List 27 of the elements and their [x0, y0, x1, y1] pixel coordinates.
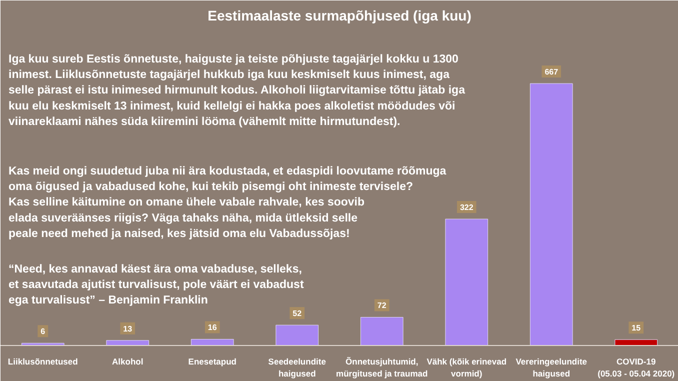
data-label: 15 [632, 324, 642, 333]
bar [190, 338, 234, 346]
bar [360, 316, 404, 346]
data-label: 6 [40, 327, 46, 336]
x-tick-label: COVID-19 (05.03 - 05.04 2020) [598, 356, 675, 378]
annotation: “Need, kes annavad käest ära oma vabaduse, selleks, et saavutada ajutist turvalisust, pole väärt ei vabadust ega turvalisust” – Benjamin Franklin [8, 264, 304, 307]
data-label: 52 [292, 309, 302, 318]
x-tick-label: Enesetapud [188, 356, 236, 366]
data-label: 72 [377, 301, 387, 310]
x-tick-label: Õnnetusjuhtumid, mürgitused ja traumad [336, 356, 428, 378]
chart-title: Eestimaalaste surmapõhjused (iga kuu) [208, 8, 472, 24]
x-tick-label: Seedeelundite haigused [268, 356, 326, 378]
data-label: 13 [123, 324, 133, 334]
data-label: 16 [208, 323, 218, 332]
x-tick-label: Vähk (kõik erinevad vormid) [426, 356, 507, 378]
bar [530, 83, 573, 346]
bar [614, 339, 658, 346]
annotation: Iga kuu sureb Eestis õnnetuste, haiguste ja teiste põhjuste tagajärjel kokku u 1300 inimest. Liiklusõnnetuste tagajärjel hukkub iga kuu keskmiselt kuus inimest, aga selle pärast ei istu inimesed hirmunult kodus. Alkoholi liigtarvitamise tõttu jätab iga kuu elu keskmiselt 13 inimest, kuid kellelgi ei hakka poes alkoletist möödudes või viinareklaami nähes süda kiiremini lööma (vähemlt mitte hirmutundest). [8, 54, 466, 128]
data-label: 322 [460, 203, 474, 212]
annotation: Kas meid ongi suudetud juba nii ära kodustada, et edaspidi loovutame rõõmuga oma õigused ja vabadused kohe, kui tekib pisemgi oht inimeste tervisele? Kas selline käitumine on omane ühele vabale rahvale, kes soovib elada suveräänses riigis? Väga tahaks näha, mida ütleksid selle peale need mehed ja naised, kes jätsid oma elu Vabadussõjas! [8, 166, 447, 240]
x-tick-label: Vereringeelundite haigused [516, 356, 588, 378]
bar [276, 324, 319, 346]
x-tick-label: Liiklusõnnetused [8, 356, 78, 366]
data-label: 667 [544, 68, 559, 77]
bar [106, 340, 150, 346]
bar [445, 218, 488, 346]
x-tick-label: Alkohol [112, 356, 144, 366]
